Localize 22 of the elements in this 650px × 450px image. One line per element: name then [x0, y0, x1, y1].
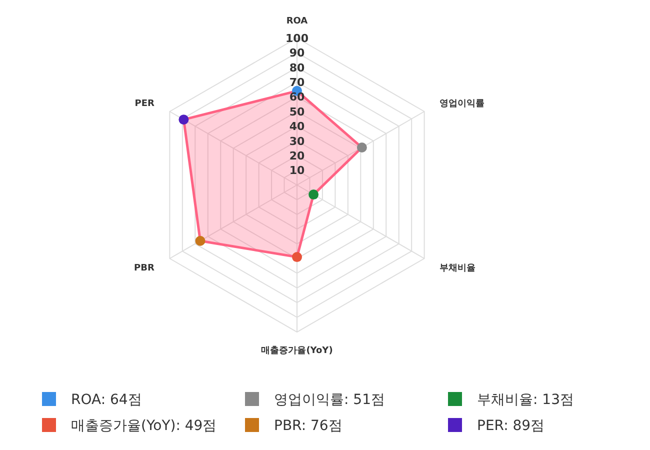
- spoke-label: ROA: [286, 16, 308, 27]
- text: 영업이익률: 51점: [274, 392, 385, 408]
- text: PBR: 76점: [274, 418, 342, 434]
- y-tick-label: 70: [289, 76, 305, 89]
- text: ROA: 64점: [71, 392, 142, 408]
- y-tick-label: 100: [286, 32, 309, 45]
- text: 부채비율: 13점: [477, 392, 574, 408]
- y-tick-label: 50: [289, 105, 305, 118]
- y-tick-label: 10: [289, 164, 305, 178]
- y-tick-label: 30: [289, 134, 305, 148]
- y-tick-label: 80: [289, 61, 305, 74]
- y-tick-label: 20: [289, 149, 305, 162]
- spoke-label: 부채비율: [440, 263, 476, 274]
- spoke-label: PER: [134, 98, 154, 109]
- text: 매출증가율(YoY): 49점: [71, 418, 217, 434]
- text: PER: 89점: [477, 418, 545, 434]
- spoke-label: 영업이익률: [440, 98, 485, 109]
- y-tick-label: 90: [289, 46, 305, 60]
- y-tick-label: 40: [289, 120, 305, 134]
- y-tick-label: 60: [289, 90, 305, 104]
- spoke-label: 매출증가율(YoY): [261, 344, 333, 356]
- spoke-label: PBR: [134, 263, 154, 274]
